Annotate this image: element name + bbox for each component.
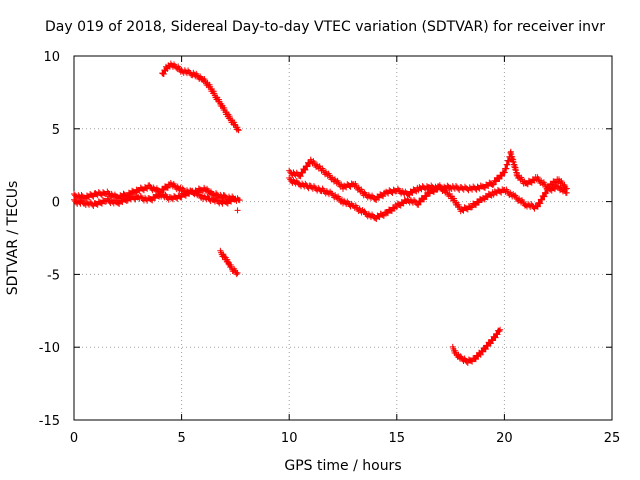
data-point	[160, 70, 167, 77]
data-point	[492, 334, 499, 341]
series-arc-high-4-8h	[159, 60, 242, 134]
data-point	[387, 207, 394, 214]
x-tick-label: 25	[604, 431, 621, 446]
data-point	[474, 198, 481, 205]
data-point	[473, 202, 480, 209]
data-point	[489, 337, 496, 344]
data-point	[482, 346, 489, 353]
data-point	[552, 179, 559, 186]
data-point	[160, 186, 167, 193]
data-point	[475, 199, 482, 206]
x-axis-label: GPS time / hours	[284, 458, 401, 474]
data-point	[160, 186, 167, 193]
data-point	[90, 193, 97, 200]
data-point	[479, 348, 486, 355]
gridlines	[74, 56, 612, 420]
x-tick-label: 10	[281, 431, 298, 446]
y-tick-label: 0	[52, 196, 60, 211]
data-point	[232, 195, 239, 202]
data-point	[299, 169, 306, 176]
series-band-0-8h-b	[71, 187, 239, 210]
data-point	[388, 208, 395, 215]
data-point	[494, 331, 501, 338]
data-point	[484, 343, 491, 350]
data-point	[496, 328, 503, 335]
data-points	[71, 60, 570, 366]
data-point	[498, 173, 505, 180]
data-point	[163, 184, 170, 191]
data-point	[537, 200, 544, 207]
data-point	[302, 166, 309, 173]
data-point	[384, 209, 391, 216]
data-point	[234, 269, 241, 276]
data-point	[234, 207, 241, 214]
x-tick-label: 0	[70, 431, 78, 446]
chart-title: Day 019 of 2018, Sidereal Day-to-day VTE…	[45, 19, 605, 35]
x-tick-label: 15	[389, 431, 406, 446]
y-tick-label: 5	[52, 123, 60, 138]
data-point	[563, 189, 570, 196]
y-tick-label: 10	[43, 50, 60, 65]
y-tick-label: -5	[47, 268, 60, 283]
data-point	[390, 204, 397, 211]
data-point	[234, 126, 241, 133]
data-point	[233, 271, 240, 278]
data-point	[380, 212, 387, 219]
data-point	[472, 201, 479, 208]
data-point	[541, 193, 548, 200]
data-point	[231, 121, 238, 128]
x-tick-label: 20	[496, 431, 513, 446]
data-point	[297, 173, 304, 180]
data-point	[469, 358, 476, 365]
data-point	[548, 181, 555, 188]
data-point	[235, 127, 242, 134]
data-point	[164, 184, 171, 191]
axis-ticks: 0 5 10 15 20 25 -15 -10 -5 0 5 10	[39, 50, 621, 446]
data-point	[236, 197, 243, 204]
y-tick-label: -15	[39, 414, 60, 429]
data-point	[477, 351, 484, 358]
data-point	[487, 340, 494, 347]
data-point	[304, 163, 311, 170]
x-tick-label: 5	[177, 431, 185, 446]
data-point	[423, 193, 430, 200]
data-point	[534, 203, 541, 210]
series-arc-low-6-8h	[217, 247, 241, 278]
data-point	[497, 326, 504, 333]
data-point	[384, 210, 391, 217]
data-point	[539, 196, 546, 203]
data-point	[457, 353, 464, 360]
y-tick-label: -10	[39, 341, 60, 356]
y-axis-label: SDTVAR / TECUs	[5, 181, 21, 296]
series-outlier	[234, 207, 241, 214]
data-point	[469, 204, 476, 211]
data-point	[231, 196, 238, 203]
plot-frame	[73, 55, 613, 421]
series-arc-low-17-20h	[449, 326, 504, 366]
series-band-10-23h-b	[286, 174, 570, 222]
